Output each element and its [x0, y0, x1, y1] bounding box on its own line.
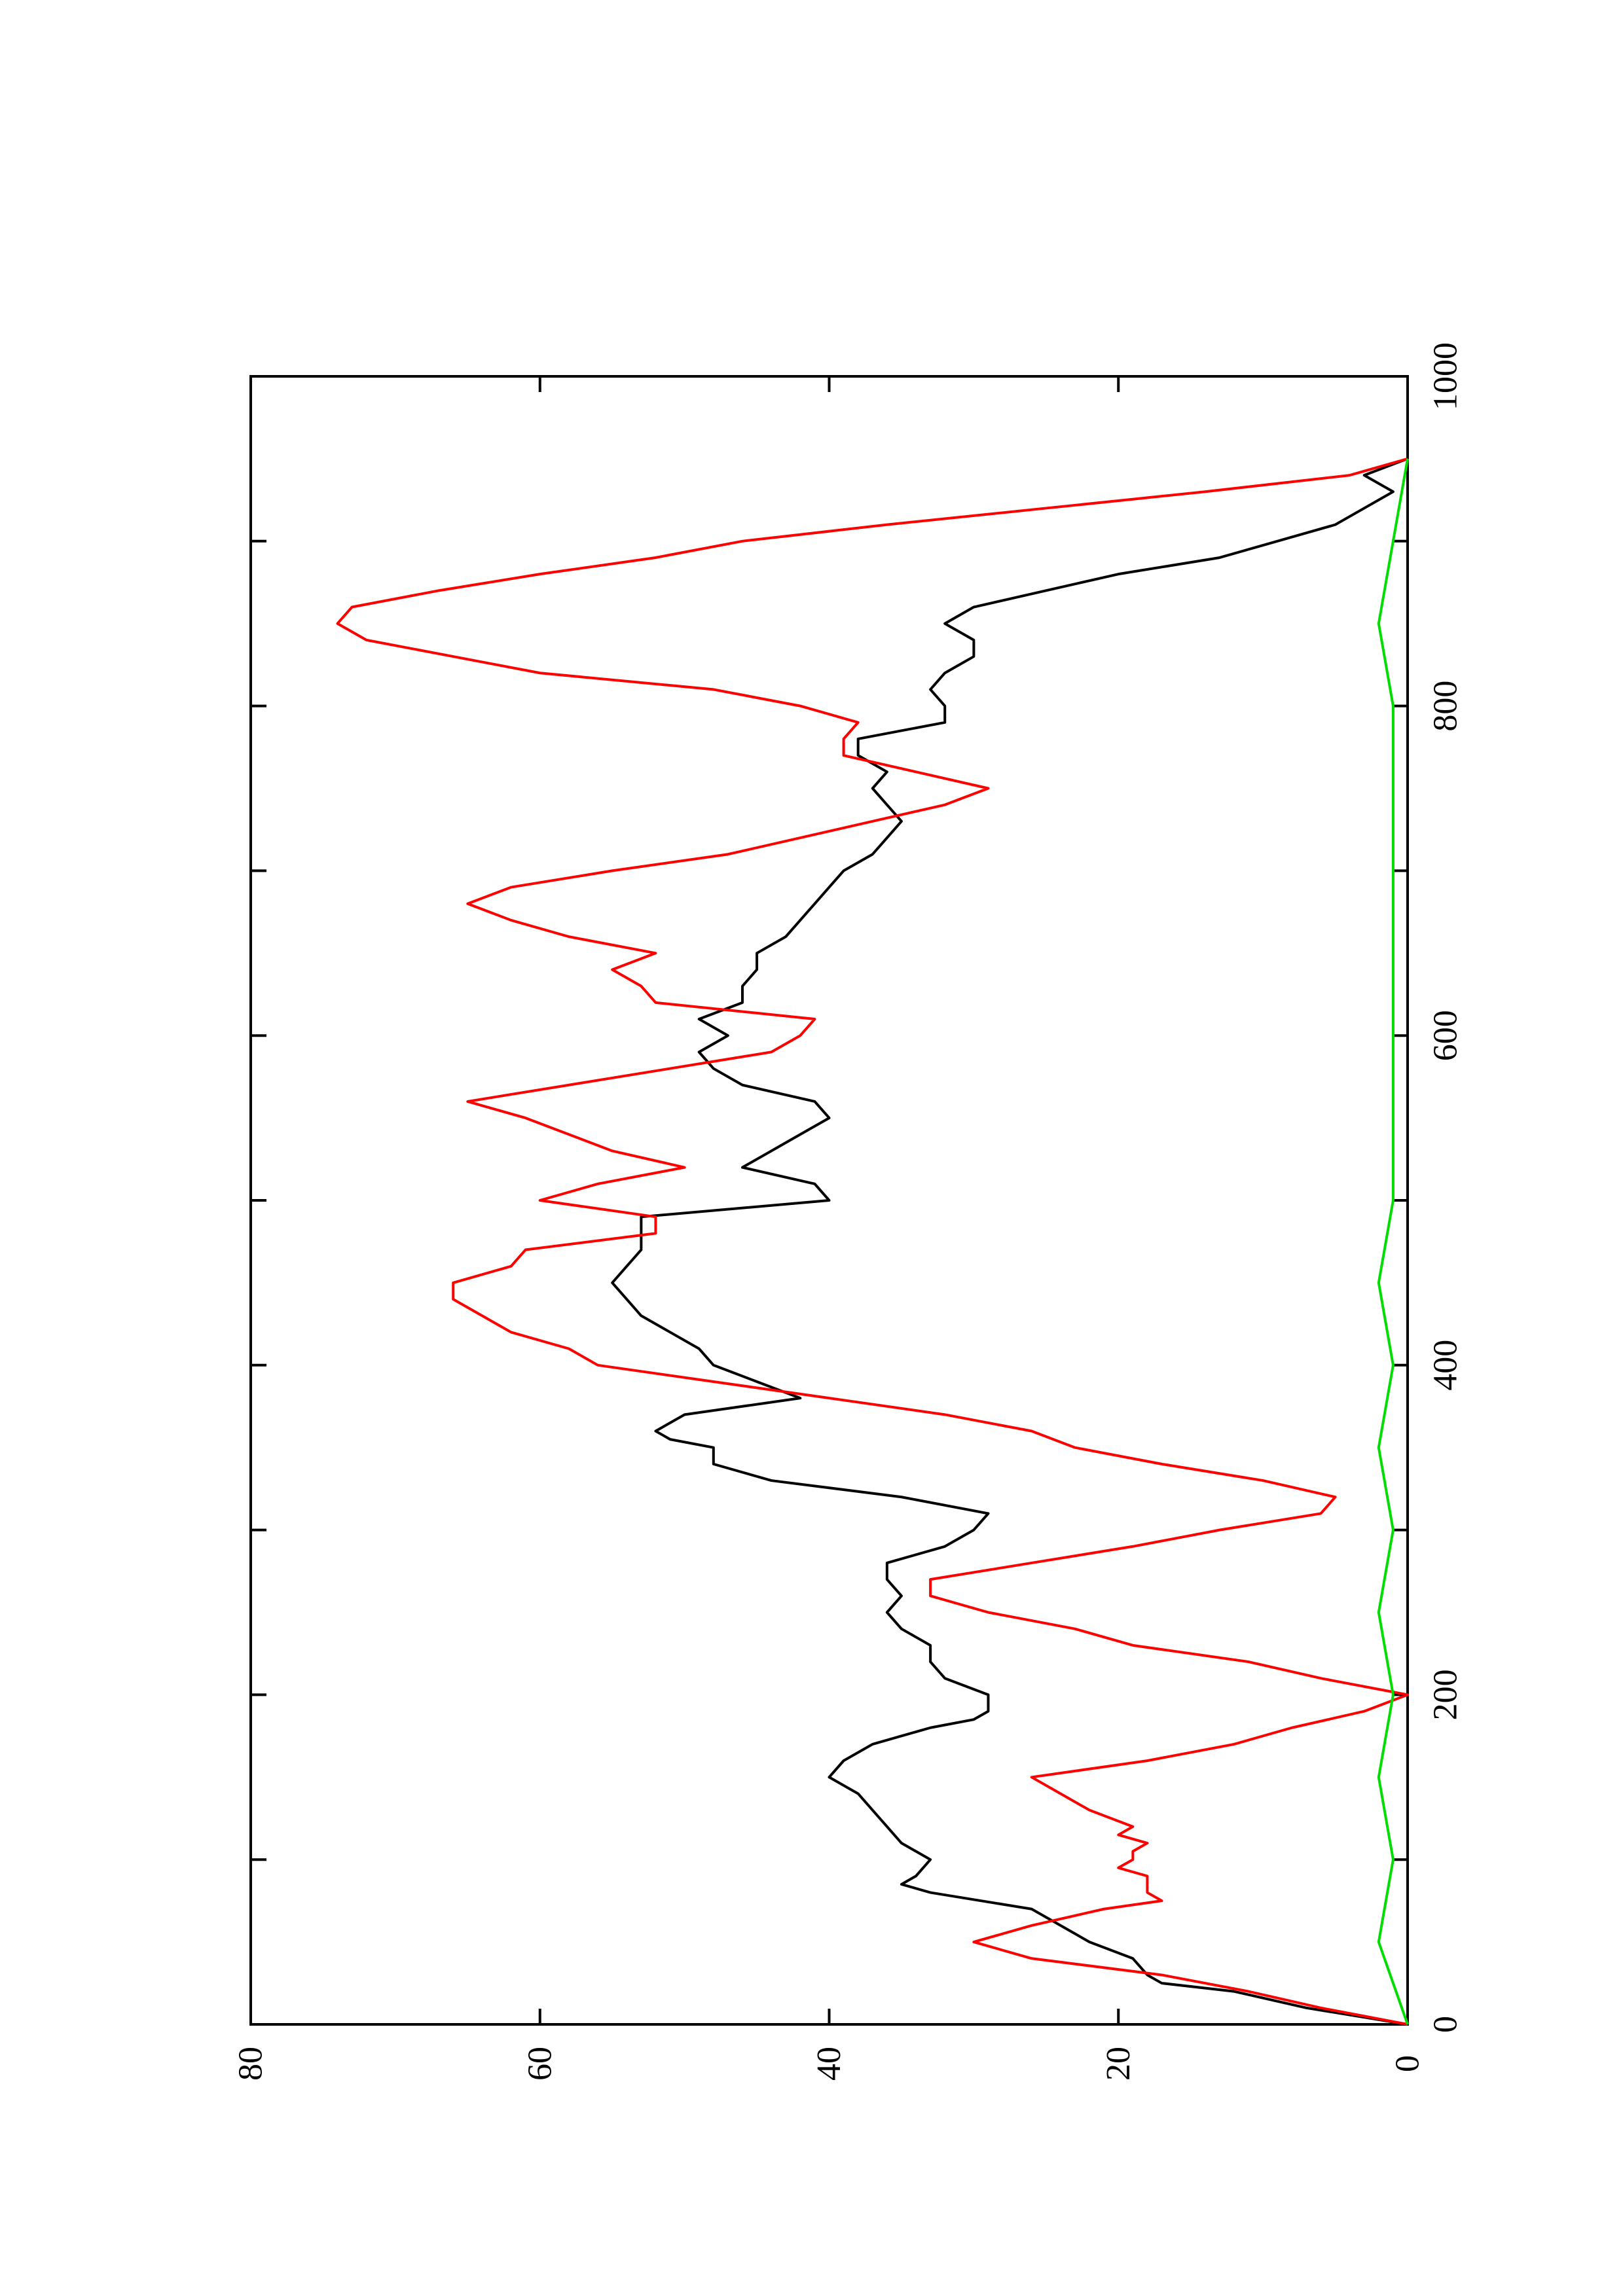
x-tick-label: 400 — [1427, 1340, 1465, 1391]
y-tick-label: 40 — [811, 2047, 848, 2081]
x-tick-label: 1000 — [1427, 342, 1465, 410]
x-tick-label: 800 — [1427, 681, 1465, 732]
series-layer — [336, 457, 1409, 2026]
y-tick-label: 0 — [1389, 2055, 1427, 2072]
y-tick-label: 60 — [521, 2047, 558, 2081]
axis-ticks — [249, 375, 1409, 2026]
x-tick-label: 0 — [1427, 2016, 1465, 2033]
y-tick-label: 20 — [1100, 2047, 1137, 2081]
axis-tick-labels: 0 200 400 600 800 1000 0 20 40 60 80 — [232, 342, 1465, 2081]
series-line-2 — [1377, 458, 1409, 2025]
series-line-1 — [336, 457, 1409, 2026]
x-tick-label: 200 — [1427, 1669, 1465, 1720]
y-tick-label: 80 — [232, 2047, 270, 2081]
x-tick-label: 600 — [1427, 1010, 1465, 1061]
series-line-0 — [611, 457, 1408, 2026]
